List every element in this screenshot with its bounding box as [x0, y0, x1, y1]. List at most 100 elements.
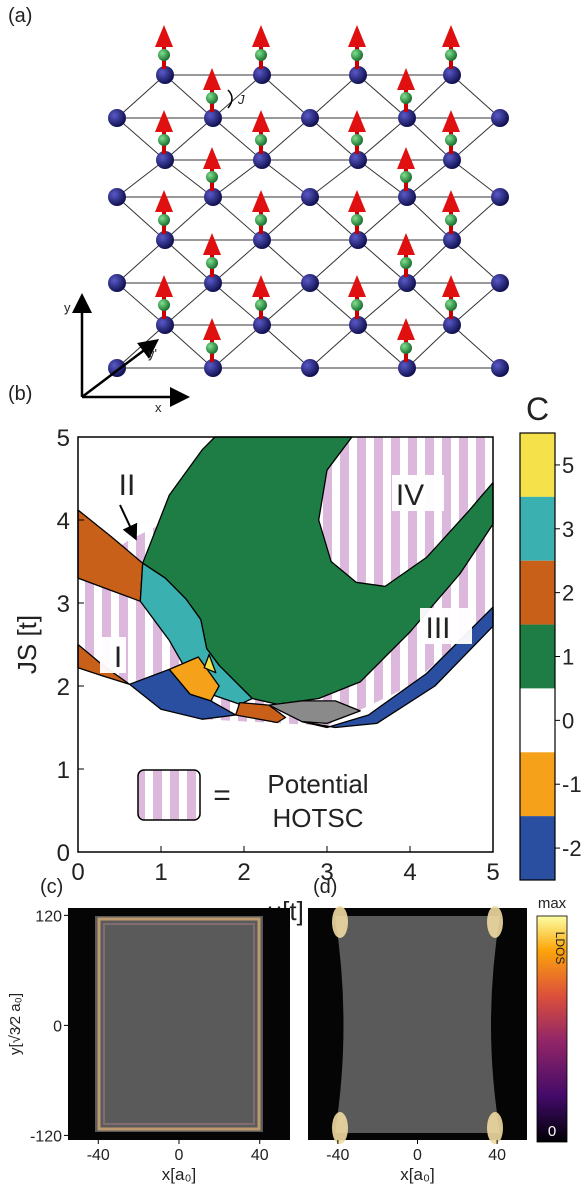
region-label-bg — [420, 608, 472, 644]
y-tick-label: 2 — [57, 674, 70, 701]
atom — [443, 316, 461, 334]
legend-text: HOTSC — [273, 803, 364, 833]
spin-arrow — [203, 318, 221, 340]
bond — [212, 239, 263, 284]
atom — [156, 66, 174, 84]
colorbar-segment — [520, 624, 555, 689]
legend-text: Potential — [267, 769, 368, 799]
bond — [309, 239, 359, 284]
x-tick-label: 40 — [488, 1147, 506, 1164]
y-tick-label: 1 — [57, 757, 70, 784]
atom — [253, 66, 271, 84]
spin-arrow — [155, 110, 173, 132]
bond — [451, 324, 501, 369]
spin-ball — [400, 92, 412, 104]
spin-arrow — [397, 318, 415, 340]
x-tick-label: 0 — [413, 1147, 422, 1164]
spin-arrow — [203, 233, 221, 255]
bond — [451, 282, 501, 326]
axis-label: x — [155, 400, 162, 415]
ldos-colorbar — [536, 915, 568, 1143]
bond — [212, 74, 263, 119]
spin-arrow — [442, 275, 460, 297]
axis-arrow — [81, 338, 159, 398]
spin-ball — [158, 49, 170, 61]
colorbar-tick-label: -1 — [562, 772, 582, 797]
colorbar-tick-label: 1 — [562, 645, 574, 670]
panel-label: (c) — [40, 876, 63, 898]
spin-arrow — [348, 25, 366, 47]
colorbar-segment — [520, 560, 555, 625]
ldos-bulk — [95, 916, 263, 1132]
frame — [77, 436, 494, 853]
spin-arrow — [397, 233, 415, 255]
colorbar-segment — [520, 752, 555, 817]
bond — [451, 196, 501, 241]
ldos-edge — [103, 923, 255, 1125]
spin-ball — [445, 214, 457, 226]
atom — [156, 316, 174, 334]
atom — [204, 274, 222, 292]
bond — [451, 239, 501, 284]
spin-ball — [445, 299, 457, 311]
bond — [406, 324, 453, 369]
region-label: I — [114, 641, 122, 674]
bond — [357, 117, 408, 161]
atom — [491, 359, 509, 377]
atom — [398, 274, 416, 292]
ldos-corner — [487, 906, 503, 938]
spin-ball — [400, 257, 412, 269]
bond — [116, 282, 166, 326]
spin-ball — [445, 49, 457, 61]
colorbar-label: C — [526, 391, 549, 427]
spin-ball — [351, 49, 363, 61]
bond — [451, 117, 501, 161]
spin-ball — [206, 342, 218, 354]
bond — [357, 324, 408, 369]
ldos-colorbar-label: LDOS — [553, 932, 567, 965]
region-label: III — [425, 612, 450, 645]
bond — [164, 196, 214, 241]
atom — [156, 231, 174, 249]
atom — [253, 231, 271, 249]
x-axis-label: x[a₀] — [400, 1165, 434, 1184]
axis-label: y — [64, 300, 71, 315]
spin-ball — [400, 342, 412, 354]
region-label: II — [119, 469, 136, 502]
x-tick-label: 0 — [175, 1147, 184, 1164]
y-tick-label: 0 — [53, 1018, 62, 1035]
x-tick-label: 2 — [237, 859, 250, 886]
bond — [116, 239, 166, 284]
x-tick-label: 4 — [403, 859, 416, 886]
atom — [491, 274, 509, 292]
ldos-panels: -40 0 40 x[a₀] -40 0 40 x[a₀] 120 0 -120 y[√3⁄2 a₀]… — [7, 895, 568, 1184]
bond — [116, 324, 166, 369]
bond — [212, 159, 263, 198]
pointer-arrow — [119, 504, 138, 541]
atom — [398, 359, 416, 377]
colorbar-tick-label: 2 — [562, 581, 574, 606]
atom — [349, 316, 367, 334]
colorbar-tick-label: -2 — [562, 836, 582, 861]
region-label: IV — [396, 479, 424, 512]
ldos-corner — [332, 906, 348, 938]
panel-label: (a) — [8, 5, 32, 27]
spin-ball — [255, 214, 267, 226]
spin-arrow — [442, 110, 460, 132]
atom — [253, 316, 271, 334]
bond — [261, 74, 311, 119]
atom — [108, 109, 126, 127]
axis-label: y' — [148, 346, 157, 361]
atom — [349, 231, 367, 249]
x-tick-label: 3 — [320, 859, 333, 886]
bond — [309, 74, 359, 119]
bond — [451, 159, 501, 198]
bond — [212, 196, 263, 241]
atom — [491, 109, 509, 127]
ldos-corner — [487, 1112, 503, 1144]
coupling-label: J — [237, 92, 245, 107]
bond — [261, 239, 311, 284]
y-tick-label: -120 — [30, 1128, 62, 1145]
bond — [406, 74, 453, 119]
